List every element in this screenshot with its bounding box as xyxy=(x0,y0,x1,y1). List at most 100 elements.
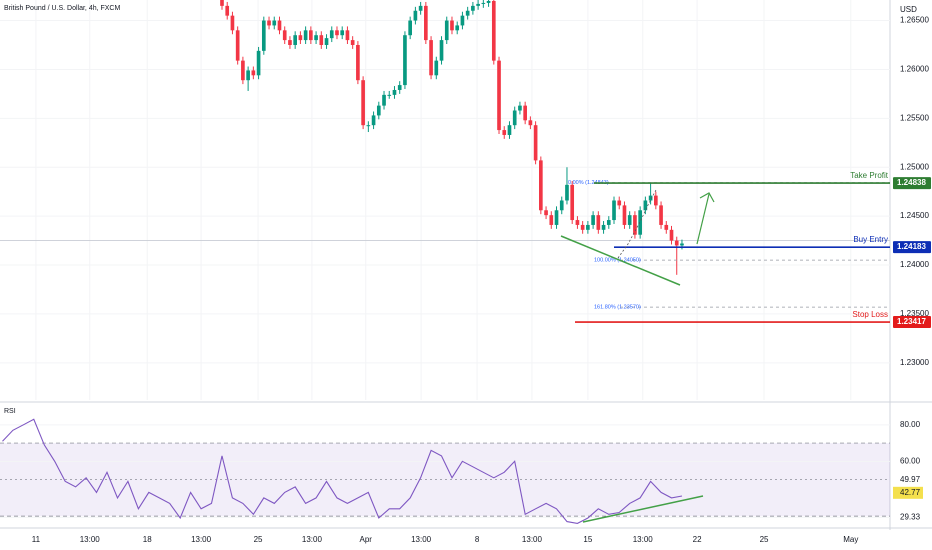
price-pane: 0.00% (1.24843) 100.00% (1.24050) 161.80% … xyxy=(0,0,890,400)
candle-body xyxy=(397,85,402,90)
x-tick-label: 18 xyxy=(143,535,152,544)
level-price-label: 1.24838 xyxy=(897,178,926,187)
candle-body xyxy=(570,184,575,221)
candle-body xyxy=(256,50,261,76)
x-tick-label: 15 xyxy=(583,535,592,544)
candle-body xyxy=(596,215,601,230)
candle-body xyxy=(502,130,507,135)
x-tick-label: 13:00 xyxy=(302,535,323,544)
rsi-marker-label: 49.97 xyxy=(900,475,921,484)
x-tick-label: Apr xyxy=(360,535,373,544)
candle-body xyxy=(403,35,407,86)
candle-body xyxy=(298,35,303,41)
candle-body xyxy=(544,210,548,216)
rsi-line xyxy=(2,418,683,524)
candle-body xyxy=(460,15,465,26)
candle-body xyxy=(335,30,339,36)
candle-body xyxy=(575,220,580,225)
candle-body xyxy=(361,80,365,126)
candle-body xyxy=(282,30,287,41)
wedge-lower-line xyxy=(560,235,681,286)
x-tick-label: 11 xyxy=(32,535,41,544)
candle-body xyxy=(471,5,475,11)
rsi-pane xyxy=(0,418,890,524)
candle-body xyxy=(450,20,454,31)
candle-body xyxy=(371,115,376,126)
candle-body xyxy=(518,105,522,111)
rsi-title: RSI xyxy=(4,408,16,415)
candle-body xyxy=(669,229,674,241)
x-tick-label: 13:00 xyxy=(191,535,212,544)
candle-body xyxy=(586,224,590,230)
candle-body xyxy=(382,94,386,106)
candle-body xyxy=(648,195,653,201)
candle-body xyxy=(319,35,324,45)
arrow-shaft xyxy=(696,193,710,245)
y-tick-label: 1.23000 xyxy=(900,358,929,367)
candle-body xyxy=(612,200,616,221)
candle-body xyxy=(674,240,679,246)
candle-body xyxy=(627,215,632,225)
candle-body xyxy=(507,125,512,135)
candle-body xyxy=(345,30,350,41)
candle-body xyxy=(654,195,658,206)
candle-body xyxy=(387,94,392,96)
level-price-label: 1.24183 xyxy=(897,242,926,251)
rsi-tick-label: 29.33 xyxy=(900,512,921,521)
candle-body xyxy=(309,30,313,41)
fib-label: 0.00% (1.24843) xyxy=(568,180,609,186)
candle-body xyxy=(424,5,428,41)
rsi-trend-line xyxy=(582,495,704,523)
candle-body xyxy=(434,60,439,76)
candle-body xyxy=(580,224,585,230)
candle-body xyxy=(220,0,224,6)
level-price-box xyxy=(893,241,931,254)
candle-body xyxy=(366,125,371,127)
candle-body xyxy=(251,70,256,76)
rsi-marker-box xyxy=(893,486,923,499)
candle-body xyxy=(601,224,606,230)
candle-body xyxy=(429,40,433,76)
level-label: Take Profit xyxy=(850,171,889,180)
candle-body xyxy=(486,0,491,3)
level-price-box xyxy=(893,177,931,190)
candle-body xyxy=(591,215,595,225)
candle-body xyxy=(497,60,501,131)
chart-title: British Pound / U.S. Dollar, 4h, FXCM xyxy=(4,5,120,12)
rsi-tick-label: 80.00 xyxy=(900,420,921,429)
candle-body xyxy=(293,35,297,45)
candle-body xyxy=(288,40,292,45)
candle-body xyxy=(246,70,250,81)
candle-body xyxy=(554,210,559,225)
candle-body xyxy=(356,44,360,81)
y-tick-label: 1.26000 xyxy=(900,65,929,74)
x-tick-label: 13:00 xyxy=(411,535,432,544)
x-tick-label: 22 xyxy=(693,535,702,544)
candle-body xyxy=(235,30,240,61)
y-tick-label: 1.26500 xyxy=(900,16,929,25)
candle-body xyxy=(261,20,266,51)
candle-body xyxy=(476,3,480,6)
candle-body xyxy=(340,30,345,36)
candle-body xyxy=(267,20,271,26)
rsi-marker-box xyxy=(893,473,923,486)
candle-body xyxy=(528,120,533,126)
candle-body xyxy=(523,105,527,121)
x-tick-label: 13:00 xyxy=(522,535,543,544)
fib-label: 100.00% (1.24050) xyxy=(594,258,641,264)
candle-body xyxy=(230,15,235,31)
y-tick-label: 1.24000 xyxy=(900,260,929,269)
candle-body xyxy=(465,10,470,16)
y-tick-label: 1.25000 xyxy=(900,162,929,171)
candle-body xyxy=(444,20,449,41)
candle-body xyxy=(376,105,381,116)
fib-label: 161.80% (1.23570) xyxy=(594,305,641,311)
candle-body xyxy=(277,20,282,31)
y-tick-label: 1.25500 xyxy=(900,113,929,122)
x-tick-label: 13:00 xyxy=(80,535,101,544)
candle-body xyxy=(418,5,423,11)
axes: 1.26500 1.26000 1.25500 1.25000 1.24500 1.240… xyxy=(32,16,931,544)
candle-body xyxy=(439,40,444,61)
rsi-marker-label: 42.77 xyxy=(900,488,921,497)
